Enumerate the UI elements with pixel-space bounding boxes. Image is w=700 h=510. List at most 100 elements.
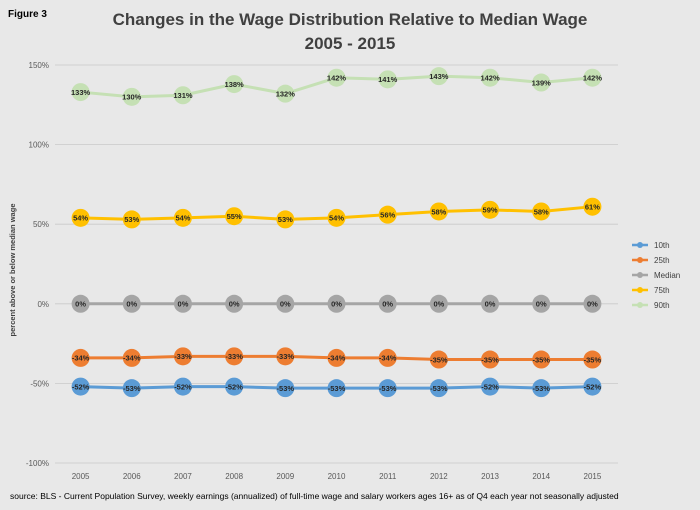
data-point <box>71 348 90 367</box>
x-tick-label: 2013 <box>481 472 499 481</box>
x-tick-label: 2006 <box>123 472 141 481</box>
data-point <box>71 294 90 313</box>
data-label: 141% <box>378 75 398 84</box>
data-point <box>71 377 90 396</box>
data-label: -33% <box>174 352 192 361</box>
y-tick-label: 0% <box>37 300 49 309</box>
data-point <box>327 68 346 87</box>
data-label: 59% <box>483 206 498 215</box>
data-point <box>583 68 602 87</box>
chart-subtitle: 2005 - 2015 <box>304 34 396 53</box>
data-point <box>327 379 346 398</box>
data-label: -52% <box>72 382 90 391</box>
data-label: 54% <box>73 214 88 223</box>
x-tick-label: 2007 <box>174 472 192 481</box>
y-tick-label: -100% <box>26 459 49 468</box>
data-label: 142% <box>327 74 347 83</box>
x-axis-ticks: 2005 2006 2007 2008 2009 2010 2011 2012 2013 2014… <box>72 472 602 481</box>
data-label: -52% <box>225 382 243 391</box>
data-label: 53% <box>124 215 139 224</box>
x-tick-label: 2009 <box>276 472 294 481</box>
data-label: 55% <box>227 212 242 221</box>
data-point <box>429 294 448 313</box>
data-label: 56% <box>380 210 395 219</box>
data-label: 0% <box>75 300 86 309</box>
data-label: -33% <box>225 352 243 361</box>
x-tick-label: 2005 <box>72 472 90 481</box>
data-label: -35% <box>532 355 550 364</box>
data-point <box>532 202 551 221</box>
data-point <box>173 347 192 366</box>
data-label: -53% <box>277 384 295 393</box>
legend-entry-10th: 10th <box>654 241 670 250</box>
series-75th: 54% 53% 54% 55% 53% 54% 56% 58% 59% 58% 61% <box>71 197 602 229</box>
data-point <box>122 348 141 367</box>
data-label: 58% <box>431 207 446 216</box>
data-point <box>583 294 602 313</box>
data-label: 142% <box>480 74 500 83</box>
data-point <box>173 294 192 313</box>
data-point <box>583 197 602 216</box>
data-label: 132% <box>276 89 296 98</box>
data-label: 0% <box>382 300 393 309</box>
series-10th: -52% -53% -52% -52% -53% -53% -53% -53% -52% -53%… <box>71 377 602 398</box>
data-label: 131% <box>173 91 193 100</box>
data-label: -35% <box>430 355 448 364</box>
data-label: -35% <box>584 355 602 364</box>
legend-marker-25th <box>637 257 643 263</box>
data-point <box>429 350 448 369</box>
series-90th: 133% 130% 131% 138% 132% 142% 141% 143% 142% 139%… <box>71 67 602 106</box>
data-point <box>276 294 295 313</box>
legend-entry-median: Median <box>654 271 680 280</box>
data-label: 133% <box>71 88 91 97</box>
data-point <box>71 83 90 102</box>
data-label: -52% <box>584 382 602 391</box>
legend-marker-90th <box>637 302 643 308</box>
data-point <box>225 377 244 396</box>
data-point <box>327 294 346 313</box>
data-point <box>225 347 244 366</box>
data-point <box>173 86 192 105</box>
data-label: 0% <box>178 300 189 309</box>
data-label: -34% <box>72 354 90 363</box>
data-point <box>122 294 141 313</box>
figure-label: Figure 3 <box>8 9 47 20</box>
x-tick-label: 2015 <box>584 472 602 481</box>
data-point <box>378 379 397 398</box>
data-point <box>532 350 551 369</box>
data-point <box>429 67 448 86</box>
data-point <box>173 377 192 396</box>
data-label: 0% <box>485 300 496 309</box>
data-label: -53% <box>532 384 550 393</box>
data-label: -53% <box>379 384 397 393</box>
data-label: 0% <box>331 300 342 309</box>
data-point <box>276 210 295 229</box>
data-label: -53% <box>123 384 141 393</box>
data-label: -34% <box>123 354 141 363</box>
data-point <box>583 377 602 396</box>
data-label: 54% <box>175 214 190 223</box>
data-label: 54% <box>329 214 344 223</box>
data-point <box>276 347 295 366</box>
y-tick-label: 50% <box>33 220 49 229</box>
data-label: -53% <box>328 384 346 393</box>
data-label: 138% <box>225 80 245 89</box>
series-median: 0% 0% 0% 0% 0% 0% 0% 0% 0% 0% 0% <box>71 294 602 313</box>
data-label: -33% <box>277 352 295 361</box>
data-point <box>225 294 244 313</box>
y-axis-label: percent above or below median wage <box>8 204 17 337</box>
y-tick-label: 100% <box>29 141 49 150</box>
data-point <box>481 68 500 87</box>
data-label: 0% <box>126 300 137 309</box>
legend-marker-75th <box>637 287 643 293</box>
data-point <box>481 200 500 219</box>
data-label: -53% <box>430 384 448 393</box>
legend-entry-25th: 25th <box>654 256 670 265</box>
legend-entry-90th: 90th <box>654 301 670 310</box>
x-tick-label: 2014 <box>532 472 550 481</box>
legend: 10th 25th Median 75th 90th <box>632 241 680 310</box>
data-label: 139% <box>532 78 552 87</box>
y-axis-ticks: 150% 100% 50% 0% -50% -100% <box>26 61 49 468</box>
data-point <box>378 70 397 89</box>
